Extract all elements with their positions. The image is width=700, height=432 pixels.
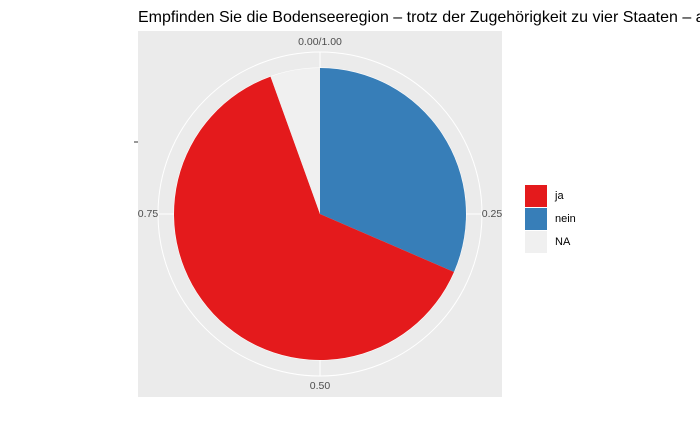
- angular-tick-label: 0.25: [482, 208, 503, 220]
- angular-tick-label: 0.50: [310, 380, 331, 392]
- slices: [173, 68, 467, 360]
- slice-ja: [173, 76, 454, 360]
- legend-label-na: NA: [555, 236, 571, 248]
- angular-tick-labels: 0.00/1.00 0.25 0.50 0.75: [138, 36, 503, 392]
- legend-key-na: [525, 231, 547, 253]
- legend-label-nein: nein: [555, 213, 576, 225]
- slice-na: [270, 68, 320, 214]
- angular-tick-label: 0.00/1.00: [298, 36, 342, 48]
- legend-key-nein: [525, 208, 547, 230]
- angular-tick-label: 0.75: [138, 208, 159, 220]
- legend-key-ja: [525, 185, 547, 207]
- legend-label-ja: ja: [554, 190, 564, 202]
- legend: ja nein NA: [525, 185, 576, 253]
- chart-title: Empfinden Sie die Bodenseeregion – trotz…: [138, 9, 700, 26]
- slice-nein: [320, 68, 467, 272]
